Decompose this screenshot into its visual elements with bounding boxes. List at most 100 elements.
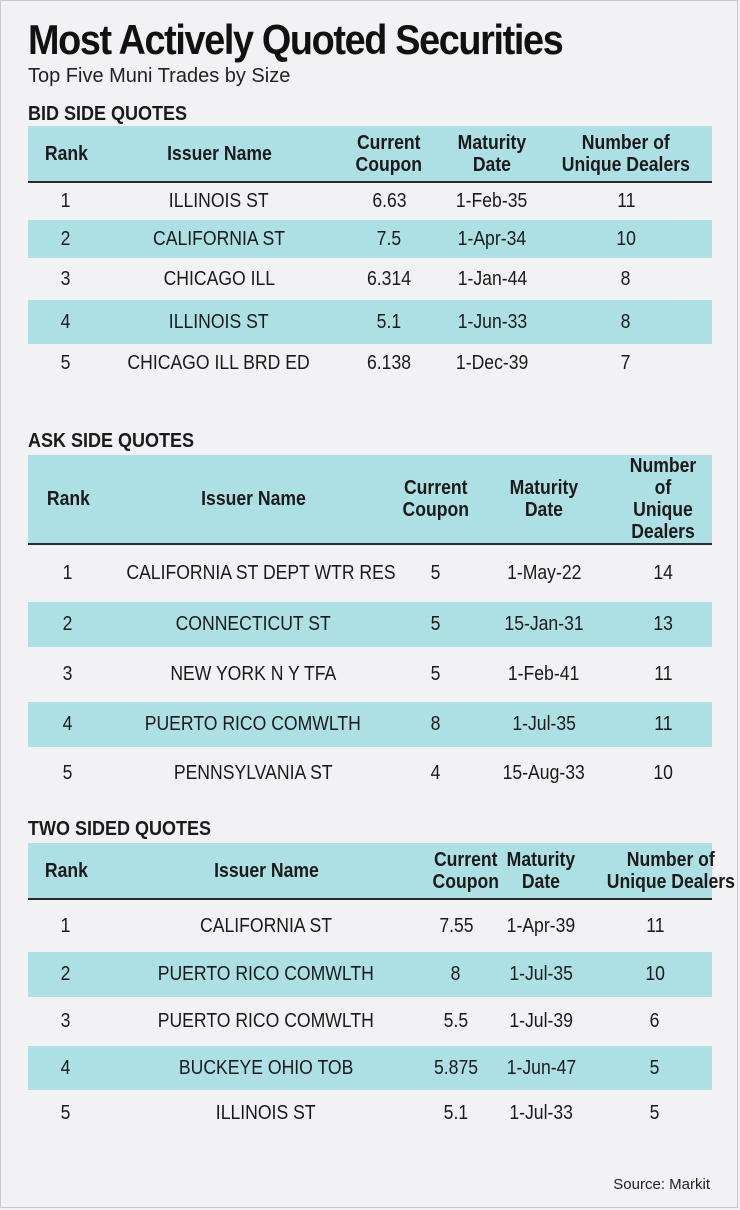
rank-cell: 3 — [61, 1010, 71, 1032]
maturity-cell: 1-Jul-39 — [509, 1010, 573, 1032]
dealers-cell: 10 — [540, 220, 712, 258]
dealers-cell: 11 — [614, 702, 712, 747]
bid-quotes-table: Rank Issuer Name Current Coupon Maturity D… — [28, 126, 712, 382]
col-rank-header: Rank — [28, 455, 108, 545]
table-row: 3 PUERTO RICO COMWLTH 5.5 1-Jul-39 6 — [28, 997, 712, 1046]
dealers-cell: 5 — [598, 1046, 712, 1090]
col-issuer-header: Issuer Name — [104, 843, 428, 900]
coupon-cell: 5 — [431, 562, 441, 584]
issuer-cell: ILLINOIS ST — [216, 1101, 316, 1124]
coupon-cell: 5 — [398, 602, 474, 647]
coupon-cell: 8 — [398, 702, 474, 747]
rank-cell: 5 — [63, 761, 73, 784]
coupon-cell: 6.314 — [366, 267, 412, 290]
dealers-cell: 5 — [650, 1101, 660, 1124]
maturity-cell: 1-Jul-35 — [484, 952, 598, 997]
col-rank-header: Rank — [28, 126, 104, 183]
rank-cell: 3 — [61, 267, 71, 290]
col-coupon-header: Current Coupon — [428, 843, 499, 900]
issuer-cell: CHICAGO ILL BRD ED — [127, 351, 311, 374]
rank-cell: 3 — [63, 663, 73, 685]
rank-cell: 2 — [28, 602, 108, 647]
table-row: 5 ILLINOIS ST 5.1 1-Jul-33 5 — [28, 1090, 712, 1136]
table-row: 1 CALIFORNIA ST 7.55 1-Apr-39 11 — [28, 899, 712, 952]
issuer-cell: PENNSYLVANIA ST — [173, 761, 333, 784]
section-title-two-sided: TWO SIDED QUOTES — [28, 818, 212, 840]
maturity-cell: 1-Apr-34 — [444, 220, 540, 258]
rank-cell: 4 — [28, 300, 104, 344]
maturity-cell: 1-Jul-33 — [509, 1101, 573, 1124]
coupon-cell: 8 — [428, 952, 484, 997]
maturity-cell: 1-Jan-44 — [457, 267, 527, 290]
rank-cell: 4 — [28, 702, 108, 747]
table-row: 4 ILLINOIS ST 5.1 1-Jun-33 8 — [28, 300, 712, 344]
maturity-cell: 1-May-22 — [506, 562, 582, 584]
dealers-cell: 10 — [653, 761, 673, 784]
coupon-cell: 5.1 — [334, 300, 444, 344]
maturity-cell: 1-Dec-39 — [455, 351, 529, 374]
maturity-cell: 1-Feb-35 — [456, 190, 528, 212]
page-subtitle: Top Five Muni Trades by Size — [28, 65, 291, 87]
col-maturity-header: Maturity Date — [474, 455, 614, 545]
dealers-cell: 14 — [653, 562, 673, 584]
table-row: 2 PUERTO RICO COMWLTH 8 1-Jul-35 10 — [28, 952, 712, 997]
dealers-cell: 11 — [616, 190, 636, 212]
col-issuer-header: Issuer Name — [108, 455, 398, 545]
table-row: 5 PENNSYLVANIA ST 4 15-Aug-33 10 — [28, 747, 712, 799]
coupon-cell: 5.1 — [443, 1101, 469, 1124]
col-dealers-header: Number of Unique Dealers — [598, 843, 735, 900]
coupon-cell: 6.63 — [371, 190, 407, 212]
rank-cell: 1 — [61, 914, 71, 937]
rank-cell: 5 — [61, 351, 71, 374]
issuer-cell: PUERTO RICO COMWLTH — [157, 1010, 375, 1032]
col-rank-header: Rank — [28, 843, 104, 900]
maturity-cell: 1-Jul-35 — [474, 702, 614, 747]
maturity-cell: 15-Jan-31 — [474, 602, 614, 647]
maturity-cell: 1-Feb-41 — [508, 663, 580, 685]
dealers-cell: 8 — [621, 267, 631, 290]
coupon-cell: 5.5 — [443, 1010, 469, 1032]
col-maturity-header: Maturity Date — [444, 126, 540, 183]
dealers-cell: 10 — [598, 952, 712, 997]
issuer-cell: NEW YORK N Y TFA — [170, 663, 336, 685]
table-header-row: Rank Issuer Name Current Coupon Maturity D… — [28, 455, 712, 545]
rank-cell: 4 — [28, 1046, 104, 1090]
col-issuer-header: Issuer Name — [104, 126, 334, 183]
coupon-cell: 4 — [431, 761, 441, 784]
page-title: Most Actively Quoted Securities — [28, 16, 564, 63]
col-dealers-header: Number of Unique Dealers — [614, 455, 712, 545]
col-coupon-header: Current Coupon — [334, 126, 444, 183]
rank-cell: 1 — [63, 562, 73, 584]
coupon-cell: 7.5 — [334, 220, 444, 258]
table-row: 2 CALIFORNIA ST 7.5 1-Apr-34 10 — [28, 220, 712, 258]
issuer-cell: PUERTO RICO COMWLTH — [108, 702, 398, 747]
dealers-cell: 7 — [621, 351, 631, 374]
issuer-cell: CALIFORNIA ST — [199, 914, 333, 937]
dealers-cell: 6 — [650, 1010, 660, 1032]
issuer-cell: ILLINOIS ST — [104, 300, 334, 344]
section-title-bid: BID SIDE QUOTES — [28, 103, 188, 125]
col-coupon-header: Current Coupon — [398, 455, 474, 545]
issuer-cell: CALIFORNIA ST DEPT WTR RES — [126, 562, 396, 584]
rank-cell: 2 — [28, 952, 104, 997]
dealers-cell: 13 — [614, 602, 712, 647]
maturity-cell: 1-Apr-39 — [506, 914, 576, 937]
issuer-cell: PUERTO RICO COMWLTH — [104, 952, 428, 997]
table-header-row: Rank Issuer Name Current Coupon Maturity D… — [28, 126, 712, 183]
table-header-row: Rank Issuer Name Current Coupon Maturity D… — [28, 843, 735, 900]
table-row: 2 CONNECTICUT ST 5 15-Jan-31 13 — [28, 602, 712, 647]
ask-quotes-table: Rank Issuer Name Current Coupon Maturity D… — [28, 455, 712, 799]
col-dealers-header: Number of Unique Dealers — [540, 126, 712, 183]
dealers-cell: 8 — [540, 300, 712, 344]
table-row: 5 CHICAGO ILL BRD ED 6.138 1-Dec-39 7 — [28, 344, 712, 382]
section-title-ask: ASK SIDE QUOTES — [28, 430, 195, 452]
issuer-cell: CONNECTICUT ST — [108, 602, 398, 647]
issuer-cell: ILLINOIS ST — [169, 190, 269, 212]
issuer-cell: CHICAGO ILL — [163, 267, 275, 290]
table-row: 4 BUCKEYE OHIO TOB 5.875 1-Jun-47 5 — [28, 1046, 712, 1090]
rank-cell: 2 — [28, 220, 104, 258]
dealers-cell: 11 — [653, 663, 673, 685]
maturity-cell: 1-Jun-33 — [444, 300, 540, 344]
dealers-cell: 11 — [645, 914, 665, 937]
